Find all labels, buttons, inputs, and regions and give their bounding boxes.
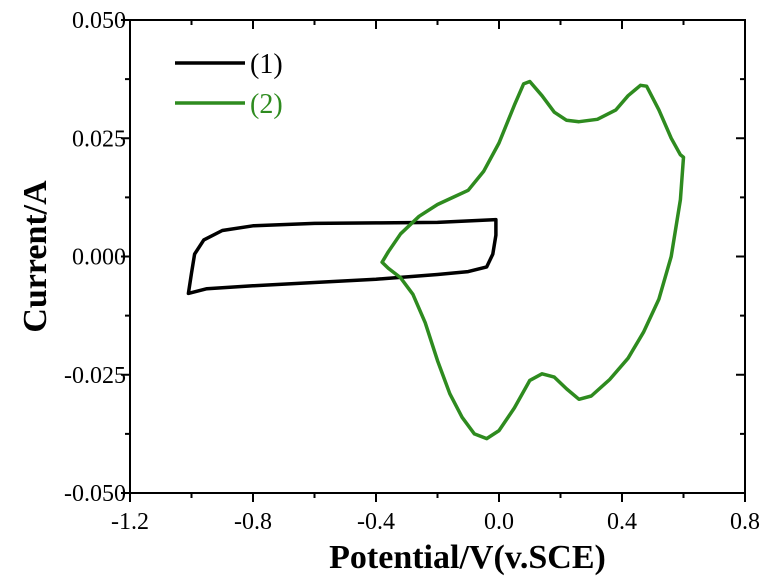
y-tick-label: 0.025: [72, 126, 126, 152]
legend-label-2: (2): [250, 89, 283, 120]
x-axis-title: Potential/V(v.SCE): [329, 539, 606, 576]
y-tick-label: 0.000: [72, 245, 126, 271]
tick-labels-layer: -1.2 -0.8 -0.4 0.0 0.4 0.8 -0.050 -0.025 0.000 0.…: [64, 8, 760, 535]
series-line-2: [380, 79, 686, 441]
y-tick-label: -0.050: [64, 481, 126, 507]
series-layer: [186, 79, 686, 441]
ticks-layer: [121, 19, 746, 502]
x-tick-label: 0.0: [484, 509, 514, 535]
x-tick-label: -0.8: [234, 509, 272, 535]
x-tick-label: 0.8: [730, 509, 760, 535]
y-tick-label: -0.025: [64, 363, 126, 389]
series-line-1: [186, 217, 498, 296]
y-axis-title: Current/A: [17, 180, 54, 333]
x-tick-label: -1.2: [111, 509, 149, 535]
legend: (1)(2): [175, 49, 283, 120]
x-tick-label: -0.4: [357, 509, 395, 535]
legend-label-1: (1): [250, 49, 283, 80]
plot-frame: [129, 19, 746, 494]
y-tick-label: 0.050: [72, 8, 126, 34]
x-tick-label: 0.4: [607, 509, 637, 535]
